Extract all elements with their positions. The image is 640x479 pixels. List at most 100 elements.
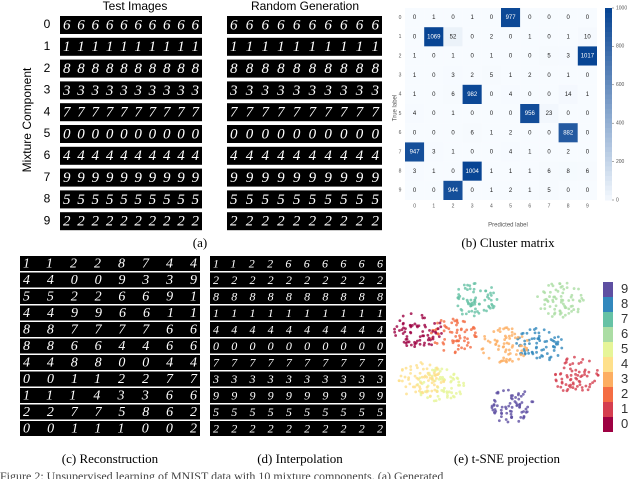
tsne-point (571, 382, 575, 386)
tsne-point (451, 341, 455, 345)
tsne-point (565, 373, 569, 377)
matrix-cell (443, 65, 463, 85)
tsne-point (456, 321, 459, 325)
matrix-cell (539, 84, 559, 104)
tsne-point (505, 357, 508, 361)
tsne-point (561, 298, 565, 302)
digit-strip (60, 59, 202, 78)
cell-value: 52 (450, 34, 457, 40)
matrix-cell (520, 65, 540, 85)
colorbar-seg (605, 171, 612, 177)
tsne-point (428, 394, 432, 398)
matrix-cell (558, 180, 578, 200)
tick-label: 8 (567, 203, 570, 209)
tsne-point (454, 335, 458, 338)
cell-value: 0 (567, 188, 571, 194)
cell-value: 1 (528, 34, 532, 40)
matrix-cell (539, 161, 559, 181)
tsne-point (404, 366, 408, 370)
digit-strip (210, 322, 386, 337)
tsne-point (484, 289, 488, 293)
cell-value: 0 (547, 92, 551, 98)
colorbar-seg (605, 104, 612, 110)
tsne-point (404, 337, 408, 341)
tsne-point (563, 313, 567, 317)
cell-value: 14 (565, 92, 572, 98)
cell-value: 1 (413, 73, 417, 79)
colorbar-seg (605, 32, 612, 38)
matrix-cell (501, 123, 521, 143)
tsne-point (427, 342, 431, 346)
cell-value: 5 (490, 73, 494, 79)
tick-label: 4 (399, 92, 402, 98)
matrix-cell (501, 8, 521, 28)
tsne-point (505, 360, 509, 364)
tsne-point (553, 307, 557, 311)
tick-label: 4 (490, 203, 493, 209)
tsne-point (449, 375, 453, 379)
tsne-point (561, 302, 565, 306)
tsne-point (560, 377, 564, 381)
digit-strip (227, 16, 382, 34)
legend-swatch (603, 342, 613, 357)
tsne-point (507, 388, 510, 392)
matrix-cell (520, 84, 540, 104)
tsne-point (561, 291, 565, 295)
cell-value: 0 (528, 92, 532, 98)
digit-strip (227, 146, 382, 165)
tsne-point (595, 372, 599, 376)
tsne-point (460, 312, 464, 316)
cell-value: 1 (490, 130, 494, 136)
caption: (a) (193, 235, 207, 250)
tsne-point (532, 337, 536, 340)
tsne-point (405, 392, 408, 396)
tsne-point (522, 415, 526, 419)
tsne-point (500, 405, 504, 409)
tsne-point (493, 399, 497, 403)
tsne-point (540, 348, 544, 352)
tsne-point (393, 330, 397, 334)
tsne-point (553, 295, 557, 299)
legend-label: 1 (621, 401, 628, 416)
cell-value: 1 (509, 169, 513, 175)
matrix-cell (462, 180, 482, 200)
tsne-point (439, 319, 443, 322)
tsne-point (517, 419, 521, 423)
tsne-point (504, 336, 508, 340)
matrix-cell (481, 8, 501, 28)
tsne-point (564, 383, 568, 386)
matrix-cell (520, 180, 540, 200)
matrix-cell (424, 46, 444, 66)
matrix-cell (405, 161, 425, 181)
matrix-cell (405, 8, 425, 28)
tsne-point (580, 386, 584, 389)
tsne-point (473, 302, 477, 306)
tsne-point (425, 367, 429, 371)
tsne-point (408, 323, 412, 327)
tsne-point (433, 388, 437, 392)
tsne-point (501, 345, 505, 349)
matrix-cell (539, 180, 559, 200)
tsne-point (505, 326, 509, 330)
tsne-point (513, 332, 517, 336)
tsne-point (429, 338, 432, 342)
matrix-cell (424, 180, 444, 200)
colorbar-seg (605, 156, 612, 163)
digit-strip (227, 59, 382, 78)
tsne-point (574, 387, 578, 391)
tsne-point (556, 289, 560, 293)
tsne-point (567, 384, 571, 388)
cell-value: 0 (509, 111, 513, 117)
tsne-point (419, 381, 423, 385)
cell-value: 0 (586, 15, 590, 21)
legend-swatch (603, 357, 613, 372)
tsne-point (550, 315, 554, 318)
matrix-cell (558, 27, 578, 47)
matrix-cell (539, 142, 559, 162)
tsne-point (554, 304, 558, 308)
row-label: 1 (44, 39, 51, 53)
cell-value: 1 (451, 54, 455, 60)
colorbar-seg (605, 142, 612, 148)
tsne-point (435, 385, 439, 388)
tsne-point (536, 337, 540, 341)
